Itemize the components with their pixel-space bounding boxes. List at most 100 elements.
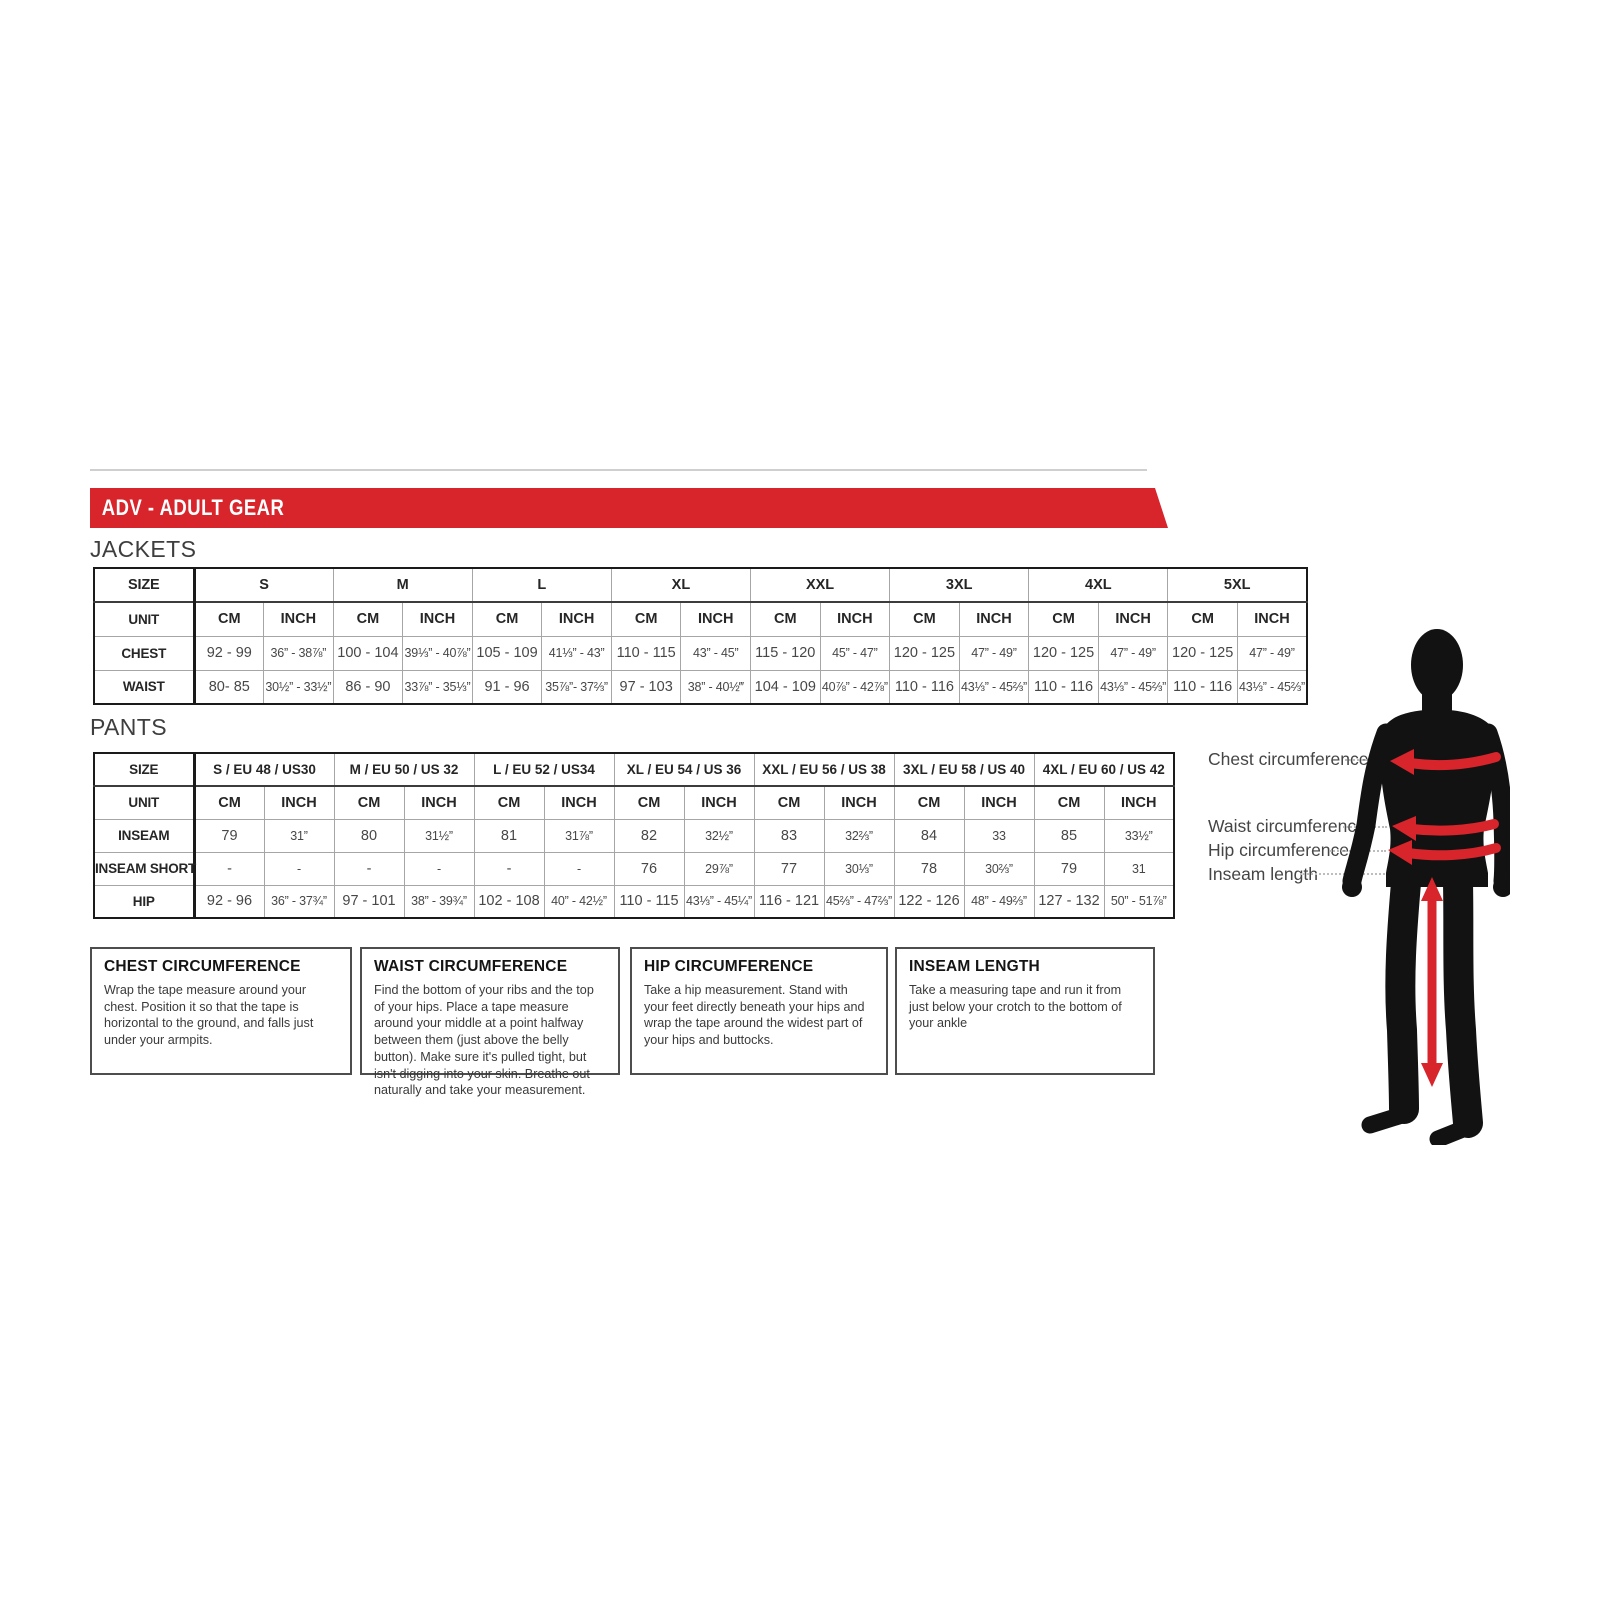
table-cell: L / EU 52 / US34	[473, 752, 615, 787]
table-cell: 33⅞” - 35⅓”	[402, 669, 473, 705]
chest-leader-line	[1345, 759, 1387, 761]
table-cell: INCH	[819, 601, 891, 637]
table-cell: 81	[473, 818, 545, 853]
table-cell: CM	[473, 785, 545, 820]
table-cell: 47” - 49”	[1097, 635, 1169, 671]
table-cell: 110 - 115	[610, 635, 682, 671]
table-cell: 48” - 49⅔”	[963, 884, 1035, 919]
table-cell: 41⅓” - 43”	[541, 635, 612, 671]
table-cell: SIZE	[93, 752, 196, 787]
table-cell: 50” - 51⅞”	[1103, 884, 1175, 919]
table-cell: 47” - 49”	[1236, 635, 1308, 671]
table-cell: CM	[750, 601, 821, 637]
table-cell: 33	[963, 818, 1035, 853]
table-cell: -	[403, 851, 475, 886]
infobox-title: CHEST CIRCUMFERENCE	[104, 958, 301, 975]
pants-table: SIZE S / EU 48 / US30 M / EU 50 / US 32 L /…	[93, 752, 1175, 919]
table-cell: 97 - 101	[333, 884, 405, 919]
hip-circumference-infobox: HIP CIRCUMFERENCE Take a hip measurement…	[630, 947, 888, 1075]
table-cell: 30⅔”	[963, 851, 1035, 886]
infobox-body: Find the bottom of your ribs and the top…	[374, 983, 594, 1098]
table-cell: UNIT	[93, 785, 196, 820]
table-cell: 116 - 121	[753, 884, 825, 919]
table-cell: INCH	[1236, 601, 1308, 637]
measurement-figure-diagram	[1342, 629, 1510, 1145]
table-cell: 43⅓” - 45¼”	[683, 884, 755, 919]
table-cell: 38” - 40½‴	[680, 669, 751, 705]
table-cell: INCH	[543, 785, 615, 820]
infobox-body: Take a hip measurement. Stand with your …	[644, 983, 865, 1048]
human-silhouette	[1342, 629, 1510, 1145]
table-cell: INCH	[680, 601, 751, 637]
table-cell: -	[193, 851, 265, 886]
table-cell: 30½” - 33½”	[263, 669, 334, 705]
table-cell: 77	[753, 851, 825, 886]
table-cell: 36” - 38⅞”	[263, 635, 334, 671]
table-cell: 47” - 49”	[958, 635, 1030, 671]
table-cell: 45⅔” - 47⅔”	[823, 884, 895, 919]
table-cell: CM	[1028, 601, 1099, 637]
table-cell: M / EU 50 / US 32	[333, 752, 475, 787]
table-cell: 38” - 39¾”	[403, 884, 475, 919]
table-cell: 110 - 116	[889, 669, 960, 705]
table-cell: 30⅓”	[823, 851, 895, 886]
table-cell: INCH	[963, 785, 1035, 820]
banner-title: ADV - ADULT GEAR	[101, 495, 285, 520]
table-cell: 29⅞”	[683, 851, 755, 886]
table-cell: INCH	[683, 785, 755, 820]
infobox-title: WAIST CIRCUMFERENCE	[374, 958, 568, 975]
table-cell: 33½”	[1103, 818, 1175, 853]
table-cell: 84	[893, 818, 965, 853]
table-cell: CM	[193, 785, 265, 820]
table-cell: 120 - 125	[1167, 635, 1238, 671]
table-cell: 5XL	[1167, 567, 1308, 603]
table-cell: 79	[193, 818, 265, 853]
hip-circumference-label: Hip circumference	[1208, 840, 1350, 860]
table-cell: 92 - 99	[193, 635, 265, 671]
table-cell: 40” - 42½”	[543, 884, 615, 919]
pants-section-label: PANTS	[90, 714, 167, 740]
table-cell: 3XL / EU 58 / US 40	[893, 752, 1035, 787]
table-cell: -	[543, 851, 615, 886]
table-cell: 43⅓” - 45⅔”	[1097, 669, 1169, 705]
table-cell: 104 - 109	[750, 669, 821, 705]
table-cell: CM	[332, 601, 404, 637]
table-cell: INSEAM SHORT	[93, 851, 196, 886]
table-cell: 122 - 126	[893, 884, 965, 919]
table-cell: 110 - 115	[613, 884, 685, 919]
table-cell: 83	[753, 818, 825, 853]
table-cell: 31	[1103, 851, 1175, 886]
table-cell: INSEAM	[93, 818, 196, 853]
inseam-length-infobox: INSEAM LENGTH Take a measuring tape and …	[895, 947, 1155, 1075]
table-cell: -	[473, 851, 545, 886]
table-row: HIP 92 - 96 36” - 37¾” 97 - 101 38” - 39¾” 10…	[93, 884, 1175, 919]
table-cell: SIZE	[93, 567, 196, 603]
chest-arrow	[1390, 749, 1501, 775]
table-cell: CM	[753, 785, 825, 820]
chest-circumference-label: Chest circumference	[1208, 749, 1369, 769]
table-cell: 97 - 103	[610, 669, 682, 705]
jackets-size-table: SIZE S M L XL XXL 3XL 4XL 5XL UNIT CM INCH CM INCH CM I…	[93, 567, 1308, 705]
table-cell: 86 - 90	[332, 669, 404, 705]
table-cell: INCH	[541, 601, 612, 637]
table-cell: CM	[893, 785, 965, 820]
table-cell: 31½”	[403, 818, 475, 853]
table-cell: XXL	[749, 567, 891, 603]
table-cell: S	[193, 567, 334, 603]
table-cell: -	[333, 851, 405, 886]
table-cell: 80- 85	[193, 669, 265, 705]
table-cell: INCH	[402, 601, 473, 637]
table-cell: 85	[1033, 818, 1105, 853]
table-cell: 31”	[263, 818, 335, 853]
table-cell: S / EU 48 / US30	[193, 752, 335, 787]
table-cell: 78	[893, 851, 965, 886]
table-cell: XL / EU 54 / US 36	[613, 752, 755, 787]
table-cell: 32½”	[683, 818, 755, 853]
table-cell: INCH	[1103, 785, 1175, 820]
inseam-length-label: Inseam length	[1208, 864, 1318, 884]
table-cell: 43⅓” - 45⅔”	[958, 669, 1030, 705]
table-cell: 79	[1033, 851, 1105, 886]
table-cell: 39⅓” - 40⅞”	[402, 635, 473, 671]
table-row: WAIST 80- 85 30½” - 33½” 86 - 90 33⅞” - 35⅓”…	[93, 669, 1308, 705]
